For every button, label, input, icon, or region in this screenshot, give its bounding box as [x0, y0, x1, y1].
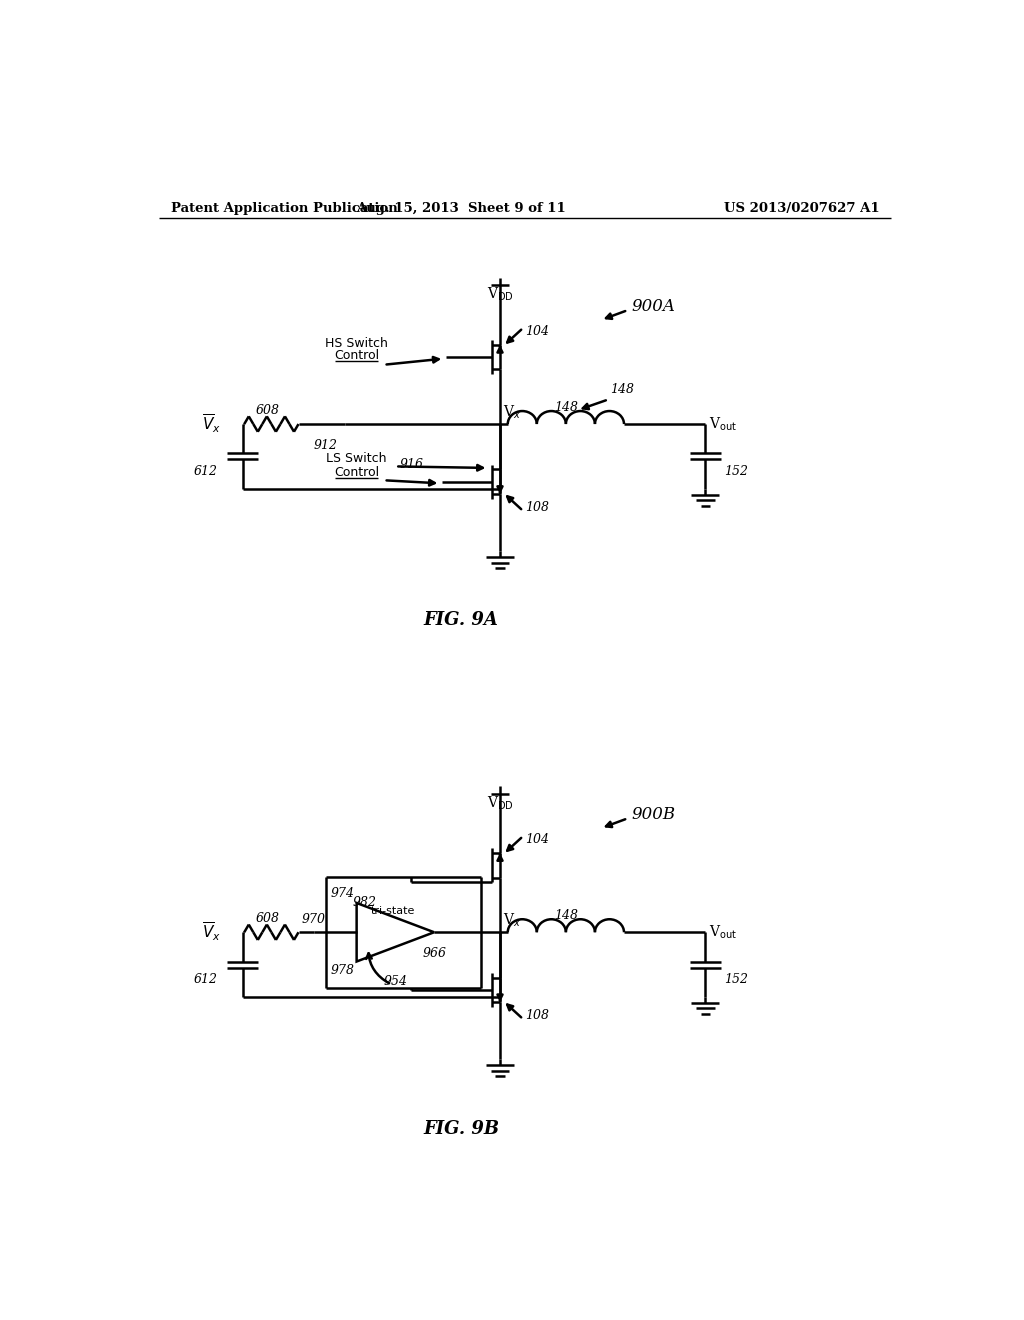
Text: Aug. 15, 2013  Sheet 9 of 11: Aug. 15, 2013 Sheet 9 of 11 — [356, 202, 566, 215]
Text: HS Switch: HS Switch — [326, 337, 388, 350]
Text: FIG. 9B: FIG. 9B — [423, 1119, 500, 1138]
Text: US 2013/0207627 A1: US 2013/0207627 A1 — [724, 202, 880, 215]
Text: V$_x$: V$_x$ — [503, 404, 521, 421]
Text: $\overline{V}_x$: $\overline{V}_x$ — [202, 921, 221, 944]
Text: 608: 608 — [256, 912, 280, 925]
Text: 108: 108 — [525, 1010, 550, 1022]
Text: tri-state: tri-state — [371, 907, 415, 916]
Text: 612: 612 — [194, 973, 218, 986]
Text: 108: 108 — [525, 502, 550, 515]
Text: 148: 148 — [554, 400, 578, 413]
Text: 608: 608 — [256, 404, 280, 417]
Text: 104: 104 — [525, 325, 550, 338]
Text: $\overline{V}_x$: $\overline{V}_x$ — [202, 413, 221, 436]
Text: 148: 148 — [610, 383, 634, 396]
Text: Control: Control — [334, 466, 379, 479]
Text: 900A: 900A — [632, 298, 676, 314]
Text: 900B: 900B — [632, 807, 676, 822]
Text: 982: 982 — [352, 896, 377, 908]
Text: LS Switch: LS Switch — [327, 453, 387, 465]
Text: FIG. 9A: FIG. 9A — [424, 611, 499, 630]
Text: V$_{\rm DD}$: V$_{\rm DD}$ — [486, 795, 513, 812]
Text: 104: 104 — [525, 833, 550, 846]
Text: Patent Application Publication: Patent Application Publication — [171, 202, 397, 215]
Text: 912: 912 — [314, 440, 338, 453]
Text: 152: 152 — [724, 973, 748, 986]
Text: 978: 978 — [331, 964, 354, 977]
Text: 148: 148 — [554, 908, 578, 921]
Text: 974: 974 — [331, 887, 354, 900]
Text: 966: 966 — [423, 948, 446, 961]
Text: 152: 152 — [724, 465, 748, 478]
Text: 612: 612 — [194, 465, 218, 478]
Text: V$_{\rm out}$: V$_{\rm out}$ — [710, 924, 737, 941]
Text: Control: Control — [334, 348, 379, 362]
Text: V$_{\rm DD}$: V$_{\rm DD}$ — [486, 286, 513, 304]
Text: 954: 954 — [383, 974, 408, 987]
Text: V$_{\rm out}$: V$_{\rm out}$ — [710, 416, 737, 433]
Text: V$_x$: V$_x$ — [503, 912, 521, 929]
Text: 970: 970 — [302, 913, 326, 927]
Text: 916: 916 — [399, 458, 423, 471]
